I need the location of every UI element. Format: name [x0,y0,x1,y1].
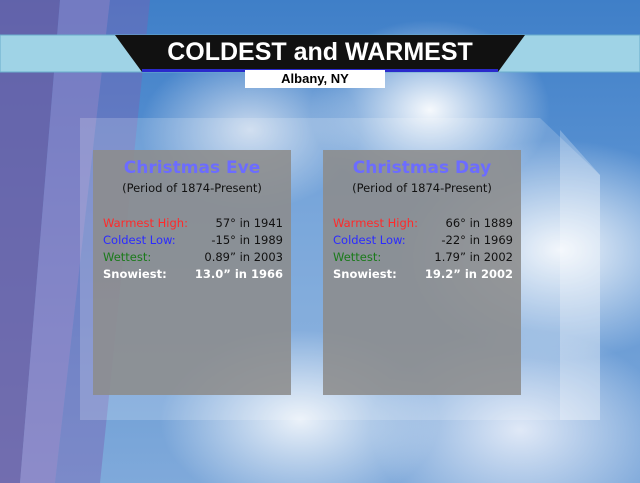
record-row: Coldest Low: -15° in 1989 [103,233,283,249]
record-row: Wettest: 0.89” in 2003 [103,250,283,266]
label: Coldest Low: [333,233,406,247]
value: -22° in 1969 [441,233,513,247]
record-row: Warmest High: 66° in 1889 [333,216,513,232]
record-row: Snowiest: 13.0” in 1966 [103,267,283,283]
label: Warmest High: [103,216,188,230]
title: COLDEST and WARMEST [167,38,473,66]
value: 57° in 1941 [215,216,283,230]
record-row: Coldest Low: -22° in 1969 [333,233,513,249]
value: 0.89” in 2003 [204,250,283,264]
label: Coldest Low: [103,233,176,247]
value: 19.2” in 2002 [424,267,513,281]
record-row: Snowiest: 19.2” in 2002 [333,267,513,283]
subtitle: Albany, NY [281,71,349,86]
value: 1.79” in 2002 [434,250,513,264]
record-row: Warmest High: 57° in 1941 [103,216,283,232]
label: Wettest: [333,250,382,264]
label: Warmest High: [333,216,418,230]
panel: Christmas Day (Period of 1874-Present) W… [323,150,521,395]
label: Snowiest: [333,267,397,281]
panel-title: Christmas Day [352,158,492,178]
period: (Period of 1874-Present) [122,181,262,195]
value: 66° in 1889 [445,216,513,230]
label: Wettest: [103,250,152,264]
record-row: Wettest: 1.79” in 2002 [333,250,513,266]
panel: Christmas Eve (Period of 1874-Present) W… [93,150,291,395]
label: Snowiest: [103,267,167,281]
period: (Period of 1874-Present) [352,181,492,195]
panel-title: Christmas Eve [123,158,261,178]
value: 13.0” in 1966 [194,267,283,281]
value: -15° in 1989 [211,233,283,247]
